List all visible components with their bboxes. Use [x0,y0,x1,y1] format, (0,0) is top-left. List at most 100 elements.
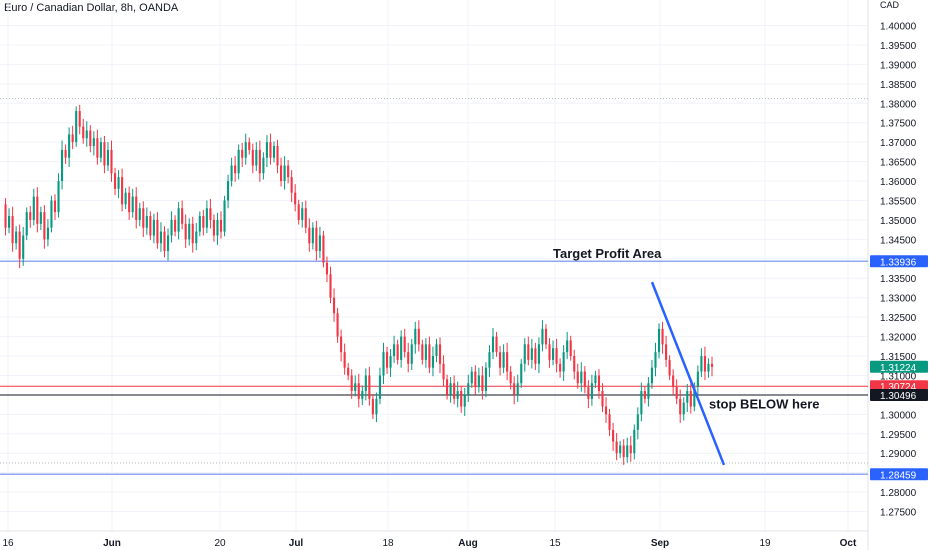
candle-body [378,375,382,399]
candle-body [325,262,329,275]
y-tick-label: 1.31000 [880,371,917,382]
candle-body [587,387,590,399]
x-tick-label: 16 [2,538,14,549]
candle-body [117,177,120,189]
candle-body [506,352,509,372]
candle-body [523,344,526,364]
candle-body [555,348,558,364]
candle-body [39,212,42,224]
y-tick-label: 1.37500 [880,119,917,130]
candle-body [696,371,699,388]
candle-body [216,219,219,236]
candle-body [350,375,353,392]
candle-body [537,344,540,364]
candle-body [36,196,39,224]
candle-body [142,208,145,228]
candle-body [53,200,57,213]
y-tick-label: 1.36500 [880,158,917,169]
candle-body [654,352,657,368]
candle-body [223,200,226,232]
candle-body [407,352,410,364]
candle-body [495,336,498,353]
level-price-tag: 1.30496 [880,391,917,402]
candle-body [290,177,293,193]
candle-body [544,328,548,345]
candle-body [590,383,593,399]
candle-body [135,196,138,220]
y-tick-label: 1.38000 [880,99,917,110]
y-tick-label: 1.28000 [880,488,917,499]
candle-body [272,146,276,158]
candle-body [82,126,85,139]
candle-body [244,142,247,158]
y-tick-label: 1.40000 [880,21,917,32]
candle-body [470,371,473,384]
candle-body [209,208,212,220]
annotation-target-profit: Target Profit Area [553,246,662,261]
y-tick-label: 1.33000 [880,294,917,305]
candle-body [446,379,449,395]
candle-body [255,149,258,166]
candle-body [608,414,611,430]
last-price-tag-bg [870,360,928,373]
candle-body [29,212,32,220]
candle-body [43,212,46,240]
candle-body [368,375,371,399]
candle-body [414,328,417,345]
candle-body [237,149,240,174]
candle-body [597,375,601,392]
candle-body [421,344,424,360]
y-tick-label: 1.32000 [880,333,917,344]
candle-body [527,344,530,360]
candle-body [573,356,576,372]
candle-body [241,149,244,158]
candle-body [569,340,572,357]
candle-body [396,344,399,360]
candle-body [184,223,187,240]
candle-body [57,181,60,213]
candle-body [619,445,622,454]
x-tick-label: 18 [382,538,394,549]
candle-body [294,192,297,205]
candle-body [382,352,385,376]
candle-body [371,398,374,415]
candle-body [417,328,420,345]
candle-body [594,375,597,384]
candle-body [106,149,110,166]
candle-body [629,445,632,454]
candle-body [385,352,389,368]
candle-body [502,352,505,368]
candle-body [689,391,692,407]
x-tick-label: Aug [458,538,477,549]
y-tick-label: 1.32500 [880,313,917,324]
candle-body [647,383,650,399]
candle-body [191,223,194,244]
candle-body [438,344,442,364]
candle-body [626,445,629,458]
x-tick-label: Jun [103,538,121,549]
candle-body [707,363,710,372]
candle-body [318,235,321,252]
candle-body [113,173,117,189]
candle-body [177,208,180,232]
candle-body [138,208,141,220]
candle-body [566,340,569,353]
candle-body [400,336,403,360]
candle-body [615,441,618,454]
candle-body [131,196,134,213]
candle-body [710,363,714,367]
candle-body [643,391,646,399]
candle-body [22,235,25,259]
candle-body [622,445,625,458]
level-price-tag-bg [870,255,928,268]
candle-body [675,387,678,399]
candle-body [580,371,583,384]
candle-body [357,383,360,399]
candle-body [460,391,463,407]
candle-body [276,146,279,166]
candle-body [219,219,223,232]
candle-body [92,138,95,147]
candle-body [672,375,675,388]
candle-body [516,383,519,395]
candle-body [149,216,152,236]
